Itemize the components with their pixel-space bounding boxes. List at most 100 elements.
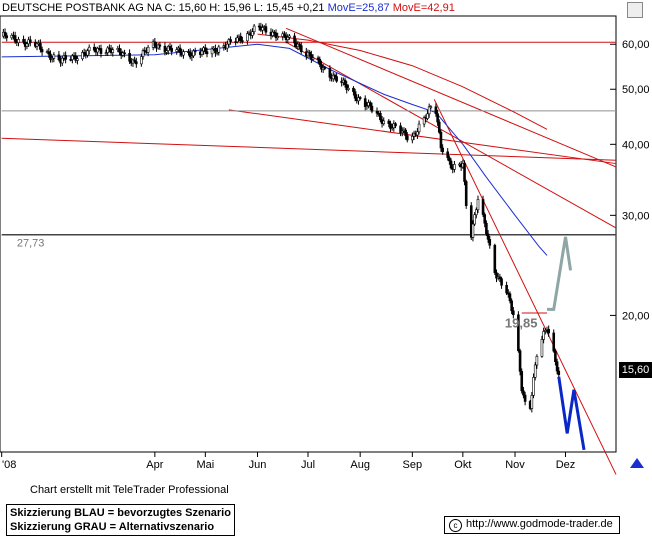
candle-body <box>353 91 357 99</box>
candle-body <box>495 272 498 279</box>
candle-body <box>293 35 296 44</box>
candle-body <box>311 57 315 60</box>
candle-body <box>92 46 96 51</box>
candle-body <box>485 222 488 235</box>
x-tick-label: Jul <box>301 459 315 471</box>
trend-line <box>228 109 617 165</box>
candle-body <box>544 330 547 332</box>
candle-body <box>170 48 173 52</box>
candle-body <box>39 42 42 50</box>
candle-body <box>449 160 453 169</box>
chart-header: DEUTSCHE POSTBANK AG NA C: 15,60 H: 15,9… <box>2 2 455 14</box>
price-label: 19,85 <box>505 315 538 330</box>
y-axis: 20,00 30,00 40,00 50,00 60,00 <box>610 39 650 322</box>
x-tick-label: Sep <box>403 459 423 471</box>
candle-body <box>205 51 209 55</box>
candle-body <box>234 41 237 43</box>
y-tick-label: 40,00 <box>622 139 650 151</box>
candle-body <box>165 50 168 53</box>
window-button[interactable] <box>627 2 643 18</box>
candle-body <box>448 157 451 162</box>
ma-red-line <box>257 33 548 130</box>
candle-body <box>557 370 561 376</box>
candle-body <box>192 50 195 57</box>
candle-body <box>542 331 545 340</box>
candle-body <box>535 356 539 366</box>
y-tick-label: 30,00 <box>622 210 650 222</box>
candle-body <box>52 54 56 59</box>
ma-red-value: MovE=42,91 <box>392 2 455 14</box>
candle-body <box>520 371 524 392</box>
candle-body <box>310 54 313 60</box>
candles <box>2 22 561 413</box>
candle-body <box>118 47 121 53</box>
source-link[interactable]: c http://www.godmode-trader.de <box>444 516 620 534</box>
candle-body <box>146 46 150 53</box>
candle-body <box>523 394 527 402</box>
candle-body <box>469 205 473 238</box>
x-tick-label: Jun <box>249 459 267 471</box>
candle-body <box>500 278 503 286</box>
candle-body <box>3 31 7 36</box>
candle-body <box>345 84 349 90</box>
candle-body <box>429 106 433 109</box>
candle-body <box>357 97 360 102</box>
candle-body <box>533 364 537 378</box>
candle-body <box>505 284 508 294</box>
candle-body <box>81 52 84 60</box>
candle-body <box>486 233 490 240</box>
candle-body <box>140 56 143 65</box>
instrument-name: DEUTSCHE POSTBANK AG NA <box>2 2 162 14</box>
candle-body <box>522 390 525 396</box>
candle-body <box>299 45 303 53</box>
candle-body <box>71 55 74 60</box>
candle-body <box>96 48 99 53</box>
candle-body <box>57 54 61 61</box>
candle-body <box>261 27 264 31</box>
blue-scenario-path <box>557 376 586 451</box>
x-tick-label: Aug <box>350 459 370 471</box>
candle-body <box>399 125 402 133</box>
candle-body <box>476 199 480 211</box>
candle-body <box>437 121 441 133</box>
candle-body <box>382 120 386 124</box>
grey-scenario-arrowhead <box>564 236 573 271</box>
candle-body <box>121 52 125 56</box>
candle-body <box>28 39 32 43</box>
candle-body <box>530 395 534 409</box>
candle-body <box>498 276 502 279</box>
candle-body <box>434 106 438 115</box>
candle-body <box>133 59 136 63</box>
moving-averages <box>1 33 548 256</box>
candle-body <box>555 361 559 372</box>
candle-body <box>363 98 367 107</box>
candle-body <box>331 74 335 80</box>
candle-body <box>320 64 323 70</box>
candle-body <box>400 130 404 133</box>
candle-body <box>508 293 512 302</box>
candle-body <box>532 377 535 396</box>
candle-body <box>316 57 320 60</box>
candle-body <box>404 129 407 137</box>
candle-body <box>439 131 443 149</box>
candle-body <box>35 43 39 47</box>
candle-body <box>135 61 138 65</box>
candle-body <box>60 57 64 64</box>
candle-body <box>271 31 274 36</box>
trend-line <box>1 137 617 161</box>
candle-body <box>182 51 185 56</box>
candle-body <box>441 147 444 153</box>
last-price-badge: 15,60 <box>619 362 652 378</box>
candle-body <box>493 244 497 274</box>
ma-blue-line <box>1 43 548 256</box>
legend-blue: Skizzierung BLAU = bevorzugtes Szenario <box>10 507 231 519</box>
scroll-arrow-icon[interactable] <box>630 458 644 468</box>
x-tick-label: Apr <box>146 459 163 471</box>
trend-lines <box>1 27 617 475</box>
grey-scenario-path <box>546 236 567 311</box>
candle-body <box>104 52 108 54</box>
candle-body <box>518 350 522 372</box>
legend-grey: Skizzierung GRAU = Alternativszenario <box>10 521 215 533</box>
candle-body <box>347 87 350 90</box>
candle-body <box>368 102 372 107</box>
